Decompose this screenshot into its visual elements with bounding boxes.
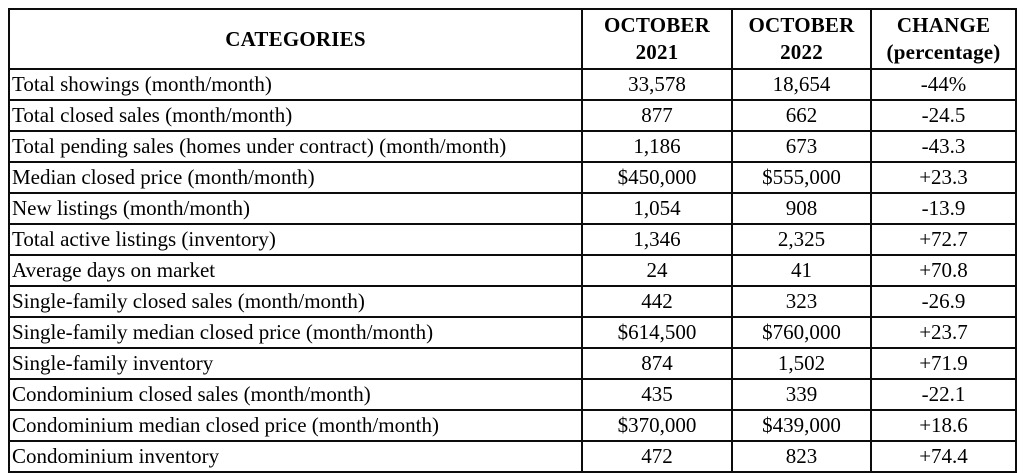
- row-change-value: -13.9: [870, 192, 1017, 225]
- row-oct2022-value: 662: [731, 99, 872, 132]
- table-row-total-closed-sales: Total closed sales (month/month) 877 662…: [8, 99, 1017, 132]
- row-change-value: +70.8: [870, 254, 1017, 287]
- table-row-condo-median-price: Condominium median closed price (month/m…: [8, 409, 1017, 442]
- row-oct2022-value: 1,502: [731, 347, 872, 380]
- row-category: Total showings (month/month): [8, 68, 583, 101]
- row-category: Single-family closed sales (month/month): [8, 285, 583, 318]
- table-row-average-days-on-market: Average days on market 24 41 +70.8: [8, 254, 1017, 287]
- row-oct2021-value: 442: [581, 285, 733, 318]
- row-oct2021-value: 877: [581, 99, 733, 132]
- row-change-value: -26.9: [870, 285, 1017, 318]
- col-header-october-2022: OCTOBER 2022: [731, 8, 872, 70]
- row-oct2022-value: 823: [731, 440, 872, 473]
- row-change-value: +71.9: [870, 347, 1017, 380]
- row-oct2021-value: $614,500: [581, 316, 733, 349]
- row-change-value: +74.4: [870, 440, 1017, 473]
- row-oct2021-value: 472: [581, 440, 733, 473]
- row-change-value: -22.1: [870, 378, 1017, 411]
- col-header-october-2021: OCTOBER 2021: [581, 8, 733, 70]
- row-oct2022-value: 339: [731, 378, 872, 411]
- row-oct2022-value: 673: [731, 130, 872, 163]
- row-oct2022-value: $760,000: [731, 316, 872, 349]
- table-row-condo-closed-sales: Condominium closed sales (month/month) 4…: [8, 378, 1017, 411]
- row-change-value: +18.6: [870, 409, 1017, 442]
- row-change-value: +72.7: [870, 223, 1017, 256]
- row-change-value: +23.7: [870, 316, 1017, 349]
- table-row-total-active-listings: Total active listings (inventory) 1,346 …: [8, 223, 1017, 256]
- row-oct2021-value: 874: [581, 347, 733, 380]
- row-category: Condominium closed sales (month/month): [8, 378, 583, 411]
- row-category: Total active listings (inventory): [8, 223, 583, 256]
- col-header-categories: CATEGORIES: [8, 8, 583, 70]
- row-change-value: +23.3: [870, 161, 1017, 194]
- header-row: CATEGORIES OCTOBER 2021 OCTOBER 2022 CHA…: [8, 8, 1017, 70]
- row-category: Single-family median closed price (month…: [8, 316, 583, 349]
- table-row-single-family-inventory: Single-family inventory 874 1,502 +71.9: [8, 347, 1017, 380]
- row-category: Condominium inventory: [8, 440, 583, 473]
- row-category: Median closed price (month/month): [8, 161, 583, 194]
- row-category: Total pending sales (homes under contrac…: [8, 130, 583, 163]
- row-oct2021-value: 1,346: [581, 223, 733, 256]
- row-oct2022-value: 41: [731, 254, 872, 287]
- table-row-total-pending-sales: Total pending sales (homes under contrac…: [8, 130, 1017, 163]
- row-oct2021-value: $370,000: [581, 409, 733, 442]
- row-change-value: -43.3: [870, 130, 1017, 163]
- row-oct2021-value: 1,054: [581, 192, 733, 225]
- row-category: Single-family inventory: [8, 347, 583, 380]
- row-oct2021-value: 1,186: [581, 130, 733, 163]
- row-oct2021-value: 33,578: [581, 68, 733, 101]
- table-row-condo-inventory: Condominium inventory 472 823 +74.4: [8, 440, 1017, 473]
- row-oct2021-value: 24: [581, 254, 733, 287]
- table-row-median-closed-price: Median closed price (month/month) $450,0…: [8, 161, 1017, 194]
- row-category: Average days on market: [8, 254, 583, 287]
- table-row-total-showings: Total showings (month/month) 33,578 18,6…: [8, 68, 1017, 101]
- row-oct2022-value: 2,325: [731, 223, 872, 256]
- col-header-change: CHANGE (percentage): [870, 8, 1017, 70]
- market-stats-table: CATEGORIES OCTOBER 2021 OCTOBER 2022 CHA…: [8, 8, 1017, 473]
- row-oct2022-value: $555,000: [731, 161, 872, 194]
- table-row-single-family-median-price: Single-family median closed price (month…: [8, 316, 1017, 349]
- row-change-value: -44%: [870, 68, 1017, 101]
- row-oct2021-value: 435: [581, 378, 733, 411]
- row-oct2022-value: 908: [731, 192, 872, 225]
- row-change-value: -24.5: [870, 99, 1017, 132]
- row-category: New listings (month/month): [8, 192, 583, 225]
- table-row-single-family-closed-sales: Single-family closed sales (month/month)…: [8, 285, 1017, 318]
- row-oct2022-value: 323: [731, 285, 872, 318]
- row-oct2022-value: 18,654: [731, 68, 872, 101]
- row-oct2021-value: $450,000: [581, 161, 733, 194]
- row-category: Condominium median closed price (month/m…: [8, 409, 583, 442]
- row-category: Total closed sales (month/month): [8, 99, 583, 132]
- row-oct2022-value: $439,000: [731, 409, 872, 442]
- table-row-new-listings: New listings (month/month) 1,054 908 -13…: [8, 192, 1017, 225]
